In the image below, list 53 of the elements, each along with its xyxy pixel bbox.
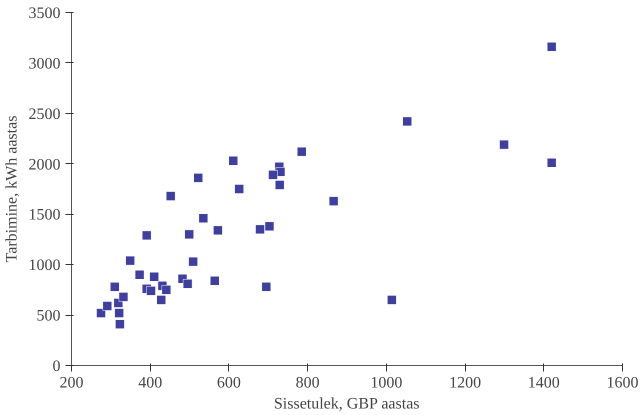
x-axis-title: Sissetulek, GBP aastas	[274, 396, 420, 412]
y-tick-label: 3500	[28, 5, 60, 22]
y-tick-label: 1000	[28, 257, 60, 274]
point	[268, 170, 278, 180]
y-tick-label: 2000	[28, 156, 60, 174]
point	[188, 256, 198, 266]
x-tick-label: 200	[60, 374, 84, 392]
point	[198, 214, 208, 223]
y-tick-label: 0	[52, 358, 60, 375]
point	[234, 184, 244, 194]
x-tick-label: 400	[138, 374, 162, 392]
point	[264, 222, 274, 232]
point	[134, 270, 144, 280]
point	[156, 295, 166, 305]
x-tick-label: 1400	[528, 374, 560, 392]
point	[274, 180, 284, 190]
point	[213, 226, 223, 236]
point	[255, 224, 265, 234]
x-tick-label: 800	[296, 374, 320, 392]
point	[262, 282, 272, 292]
point	[115, 319, 125, 329]
point	[114, 308, 124, 318]
point	[166, 191, 176, 201]
x-tick-label: 1000	[370, 374, 402, 392]
y-tick-label: 500	[36, 308, 60, 325]
point	[146, 286, 156, 296]
point	[110, 282, 120, 292]
x-tick-label: 1600	[606, 374, 638, 392]
point	[546, 42, 556, 52]
point	[184, 230, 194, 240]
point	[125, 256, 135, 266]
point	[387, 295, 397, 305]
point	[546, 158, 556, 168]
y-tick-label: 1500	[28, 206, 60, 224]
y-tick-label: 2500	[28, 106, 60, 123]
point	[102, 301, 112, 311]
point	[149, 272, 159, 282]
x-tick-label: 600	[216, 374, 241, 392]
point	[499, 140, 509, 150]
point	[296, 146, 306, 156]
point	[328, 196, 338, 206]
x-tick-label: 1200	[449, 374, 482, 392]
point	[210, 276, 220, 286]
point	[118, 292, 128, 302]
y-tick-label: 3000	[28, 55, 60, 72]
point	[402, 116, 412, 126]
point	[193, 173, 203, 183]
point	[182, 279, 192, 289]
point	[142, 230, 152, 240]
point	[162, 285, 172, 295]
y-axis-title: Tarbimine, kWh aastas	[4, 116, 20, 262]
point	[96, 308, 106, 318]
point	[228, 156, 238, 166]
